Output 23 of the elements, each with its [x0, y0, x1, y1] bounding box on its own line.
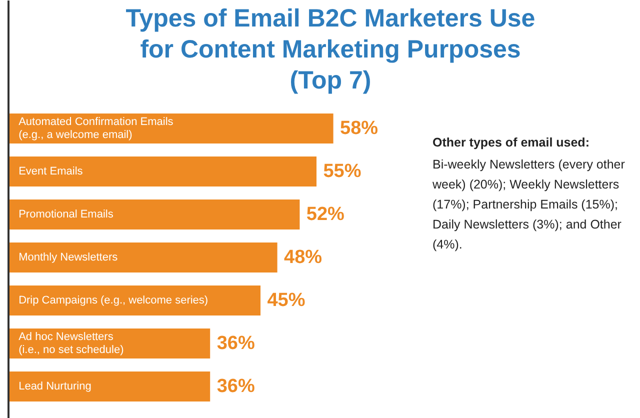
y-tick-label: Event Emails [18, 166, 84, 178]
data-label: 36% [216, 376, 255, 398]
bar [8, 156, 316, 187]
y-tick-label: Monthly Newsletters [18, 252, 118, 264]
bar [8, 242, 278, 273]
bar [8, 371, 210, 402]
y-tick-label: Promotional Emails [18, 208, 114, 221]
text: Other types of email used: [432, 136, 590, 150]
text: Bi-weekly Newsletters (every other week) (20%); Weekly Newsletters (17%); Partnership Emails (15%); Daily Newsletters (3%); and Other (4%). [432, 158, 625, 252]
bar [8, 113, 334, 144]
bar [8, 285, 260, 316]
y-tick-label: Drip Campaigns (e.g., welcome series) [18, 294, 208, 307]
bar [8, 199, 300, 230]
data-label: 52% [306, 204, 345, 226]
y-tick-label: Automated Confirmation Emails (e.g., a welcome email) [18, 116, 174, 142]
data-label: 36% [216, 333, 255, 354]
data-label: 58% [340, 118, 378, 140]
data-label: 48% [284, 247, 322, 268]
data-label: 55% [323, 161, 362, 182]
y-tick-label: Lead Nurturing [18, 380, 92, 393]
y-tick-label: Ad hoc Newsletters (i.e., no set schedule) [18, 330, 124, 356]
data-label: 45% [267, 290, 306, 312]
chart-title: Types of Email B2C Marketers Use for Content Marketing Purposes (Top 7) [126, 4, 536, 94]
